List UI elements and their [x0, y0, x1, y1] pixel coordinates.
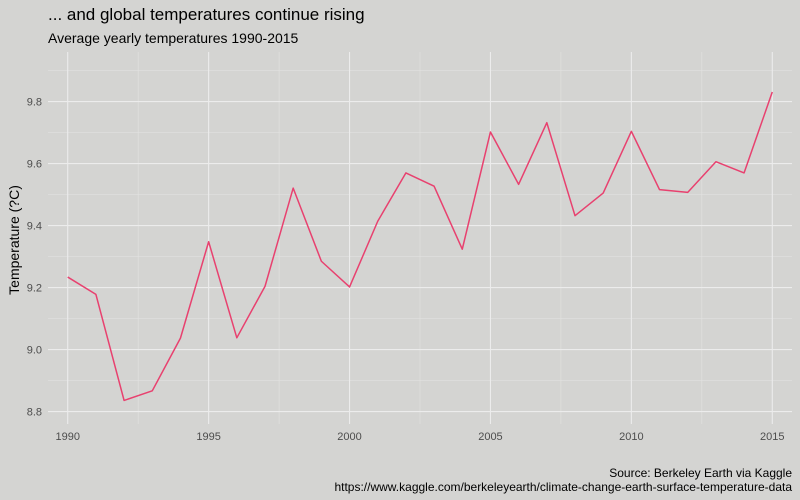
- y-tick-label: 9.2: [27, 283, 42, 295]
- grid-lines: [48, 52, 792, 424]
- x-tick-label: 2015: [760, 431, 784, 443]
- x-tick-label: 1990: [55, 431, 79, 443]
- tick-labels: 1990 1995 2000 2005 2010 2015 8.8 9.0 9.2 9.4 9.6 9…: [27, 97, 785, 443]
- temperature-line: [67, 91, 773, 402]
- x-tick-label: 2005: [478, 431, 502, 443]
- chart-title: ... and global temperatures continue ris…: [48, 5, 365, 24]
- y-tick-label: 8.8: [27, 407, 42, 419]
- caption-source: Source: Berkeley Earth via Kaggle: [609, 466, 792, 480]
- x-tick-label: 2000: [337, 431, 361, 443]
- caption-url: https://www.kaggle.com/berkeleyearth/cli…: [334, 480, 792, 494]
- x-tick-label: 2010: [619, 431, 643, 443]
- y-tick-label: 9.0: [27, 345, 42, 357]
- y-tick-label: 9.4: [27, 221, 42, 233]
- y-axis-title: Temperature (?C): [6, 185, 22, 295]
- chart-subtitle: Average yearly temperatures 1990-2015: [48, 30, 299, 46]
- x-tick-label: 1995: [196, 431, 220, 443]
- series-layer: [67, 91, 773, 402]
- y-tick-label: 9.8: [27, 97, 42, 109]
- y-tick-label: 9.6: [27, 159, 42, 171]
